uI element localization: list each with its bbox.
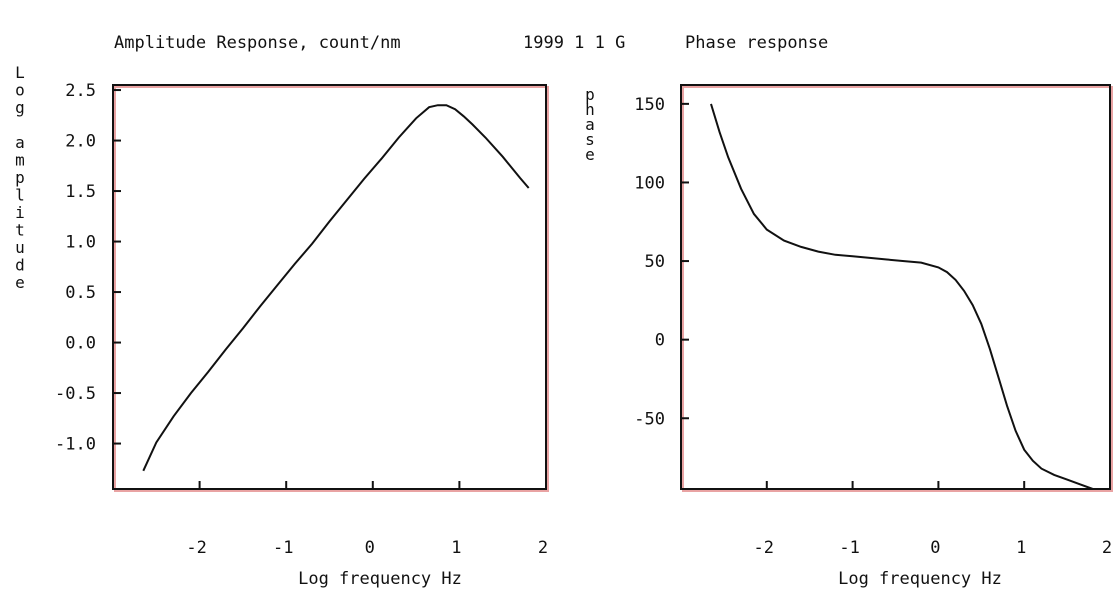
amp-y-label-char: e <box>15 273 25 292</box>
ph-x-tick-label: 0 <box>930 538 940 558</box>
ph-y-label-char: h <box>585 100 595 119</box>
amp-y-label-char: i <box>15 203 25 222</box>
amp-x-tick-label: 1 <box>451 538 461 558</box>
ph-y-tick-label: 150 <box>634 95 665 115</box>
phase-x-ticks: -2 -1 0 1 2 <box>754 481 1112 558</box>
amp-y-label-char: l <box>15 186 25 205</box>
ph-x-tick-label: -1 <box>839 538 859 558</box>
ph-x-tick-label: -2 <box>754 538 774 558</box>
amplitude-x-ticks: -2 -1 0 1 2 <box>186 481 548 558</box>
amplitude-frame-shadow <box>114 86 549 492</box>
ph-x-tick-label: 1 <box>1016 538 1026 558</box>
phase-x-axis-label: Log frequency Hz <box>838 569 1002 589</box>
ph-y-label-char: e <box>585 145 595 164</box>
ph-x-tick-label: 2 <box>1102 538 1112 558</box>
amp-y-label-char: L <box>15 63 25 82</box>
amplitude-title: Amplitude Response, count/nm <box>114 33 401 53</box>
amp-y-tick-label: -1.0 <box>55 435 96 455</box>
amp-y-tick-label: 1.0 <box>65 233 96 253</box>
amp-y-tick-label: 0.0 <box>65 334 96 354</box>
amplitude-curve <box>142 104 530 472</box>
amplitude-plot: 2.5 2.0 1.5 1.0 0.5 0.0 -0.5 -1.0 -2 -1 0 1 2 Log f… <box>15 63 549 589</box>
amp-y-label-char: p <box>15 168 25 187</box>
ph-y-label-char: s <box>585 130 595 149</box>
amp-y-label-char: a <box>15 133 25 152</box>
phase-frame-shadow <box>682 86 1113 492</box>
date-label: 1999 1 1 G <box>523 33 625 53</box>
amp-x-tick-label: -1 <box>273 538 293 558</box>
amp-y-tick-label: 2.0 <box>65 132 96 152</box>
amplitude-y-ticks: 2.5 2.0 1.5 1.0 0.5 0.0 -0.5 -1.0 <box>55 81 121 455</box>
phase-frame <box>680 84 1111 490</box>
ph-y-label-char: p <box>585 85 595 104</box>
amp-x-tick-label: 0 <box>365 538 375 558</box>
amp-y-label-char: g <box>15 98 25 117</box>
phase-y-ticks: 150 100 50 0 -50 <box>634 95 689 429</box>
ph-y-tick-label: 50 <box>645 252 665 272</box>
amp-y-tick-label: 2.5 <box>65 81 96 101</box>
amp-y-label-char: d <box>15 256 25 275</box>
amp-y-label-char: t <box>15 221 25 240</box>
ph-y-tick-label: 100 <box>634 173 665 193</box>
amp-y-label-char: m <box>15 151 25 170</box>
amp-y-label-char: o <box>15 81 25 100</box>
amp-y-tick-label: 1.5 <box>65 182 96 202</box>
amplitude-x-axis-label: Log frequency Hz <box>298 569 462 589</box>
phase-title: Phase response <box>685 33 828 53</box>
ph-y-tick-label: 0 <box>655 331 665 351</box>
amp-y-tick-label: 0.5 <box>65 283 96 303</box>
amplitude-frame <box>112 84 547 490</box>
phase-curve <box>710 103 1094 490</box>
amp-y-label-char: u <box>15 238 25 257</box>
amp-y-tick-label: -0.5 <box>55 384 96 404</box>
amp-x-tick-label: -2 <box>186 538 206 558</box>
ph-y-label-char: a <box>585 115 595 134</box>
phase-plot: 150 100 50 0 -50 -2 -1 0 1 2 Log frequency Hz ph… <box>585 84 1113 589</box>
amp-x-tick-label: 2 <box>538 538 548 558</box>
ph-y-tick-label: -50 <box>634 409 665 429</box>
